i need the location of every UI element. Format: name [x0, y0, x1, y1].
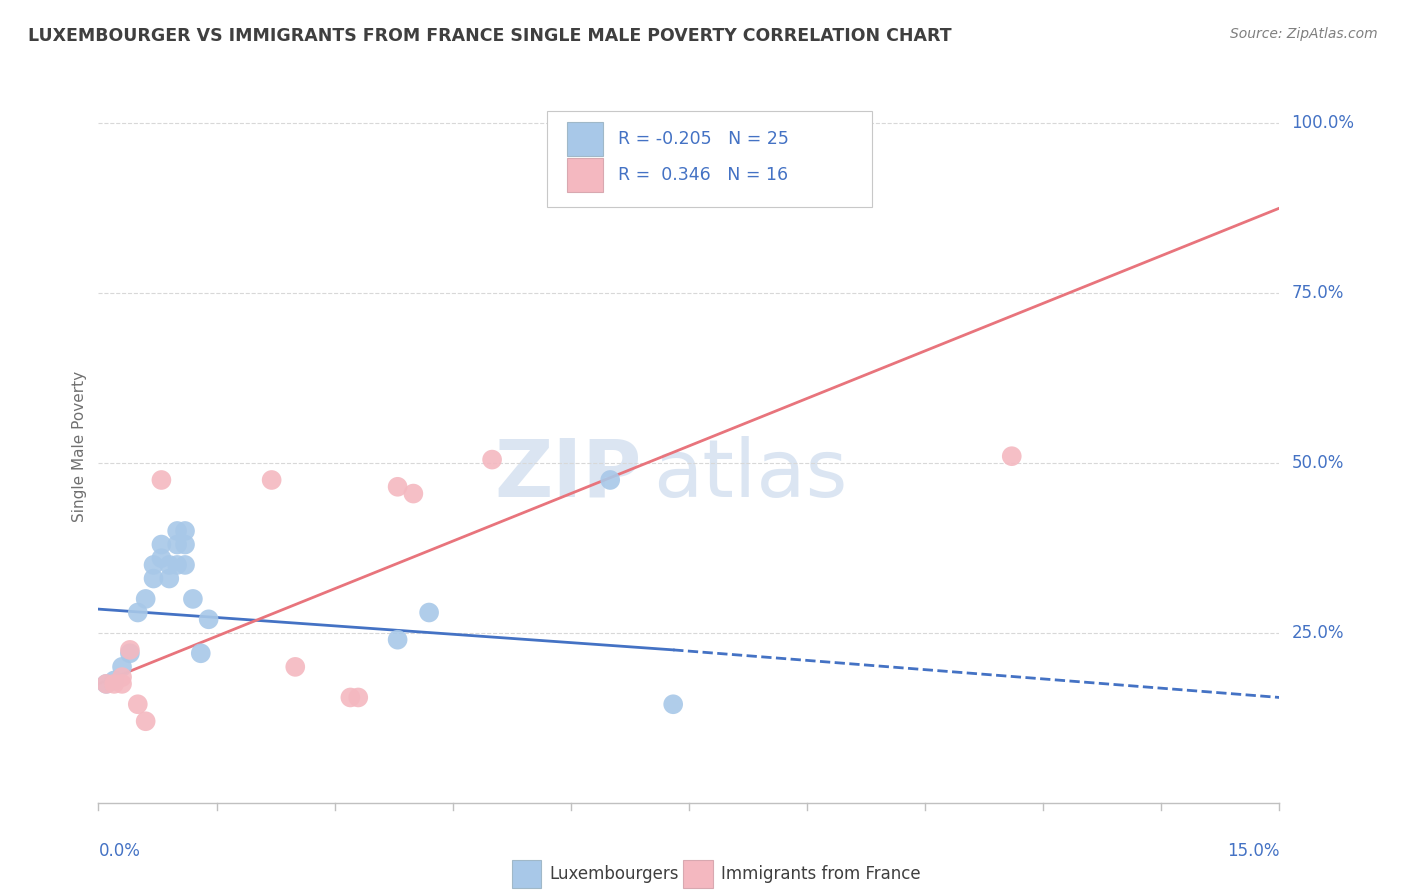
Text: LUXEMBOURGER VS IMMIGRANTS FROM FRANCE SINGLE MALE POVERTY CORRELATION CHART: LUXEMBOURGER VS IMMIGRANTS FROM FRANCE S…	[28, 27, 952, 45]
Text: ZIP: ZIP	[495, 435, 641, 514]
Point	[103, 673, 125, 688]
Point	[174, 537, 197, 551]
Point	[166, 537, 188, 551]
Y-axis label: Single Male Poverty: Single Male Poverty	[72, 370, 87, 522]
Point	[103, 677, 125, 691]
Point	[135, 591, 157, 606]
Point	[150, 473, 173, 487]
Text: 0.0%: 0.0%	[98, 842, 141, 860]
Point	[111, 660, 134, 674]
Text: 25.0%: 25.0%	[1291, 624, 1344, 642]
Point	[127, 606, 149, 620]
Point	[284, 660, 307, 674]
Text: 75.0%: 75.0%	[1291, 284, 1344, 302]
Text: Luxembourgers: Luxembourgers	[550, 865, 679, 883]
Point	[174, 524, 197, 538]
Point	[96, 677, 118, 691]
FancyBboxPatch shape	[547, 111, 872, 207]
Point	[111, 677, 134, 691]
Point	[197, 612, 219, 626]
Point	[174, 558, 197, 572]
Text: Immigrants from France: Immigrants from France	[721, 865, 921, 883]
Point	[1001, 449, 1024, 463]
Point	[599, 473, 621, 487]
Point	[387, 632, 409, 647]
Point	[135, 714, 157, 729]
Point	[260, 473, 283, 487]
Point	[118, 643, 141, 657]
FancyBboxPatch shape	[567, 122, 603, 156]
FancyBboxPatch shape	[567, 158, 603, 192]
Text: R =  0.346   N = 16: R = 0.346 N = 16	[619, 166, 789, 184]
Point	[166, 558, 188, 572]
Point	[157, 558, 180, 572]
FancyBboxPatch shape	[683, 860, 713, 888]
Point	[96, 677, 118, 691]
Point	[181, 591, 204, 606]
Point	[150, 537, 173, 551]
Point	[387, 480, 409, 494]
Point	[142, 572, 165, 586]
Point	[662, 698, 685, 712]
Point	[118, 646, 141, 660]
Point	[481, 452, 503, 467]
Point	[339, 690, 361, 705]
Point	[418, 606, 440, 620]
Text: 50.0%: 50.0%	[1291, 454, 1344, 472]
Point	[142, 558, 165, 572]
Text: R = -0.205   N = 25: R = -0.205 N = 25	[619, 130, 789, 148]
Point	[111, 670, 134, 684]
Point	[150, 551, 173, 566]
FancyBboxPatch shape	[512, 860, 541, 888]
Text: 15.0%: 15.0%	[1227, 842, 1279, 860]
Point	[402, 486, 425, 500]
Point	[157, 572, 180, 586]
Point	[127, 698, 149, 712]
Point	[166, 524, 188, 538]
Text: 100.0%: 100.0%	[1291, 114, 1354, 132]
Point	[190, 646, 212, 660]
Text: atlas: atlas	[654, 435, 848, 514]
Point	[347, 690, 370, 705]
Text: Source: ZipAtlas.com: Source: ZipAtlas.com	[1230, 27, 1378, 41]
